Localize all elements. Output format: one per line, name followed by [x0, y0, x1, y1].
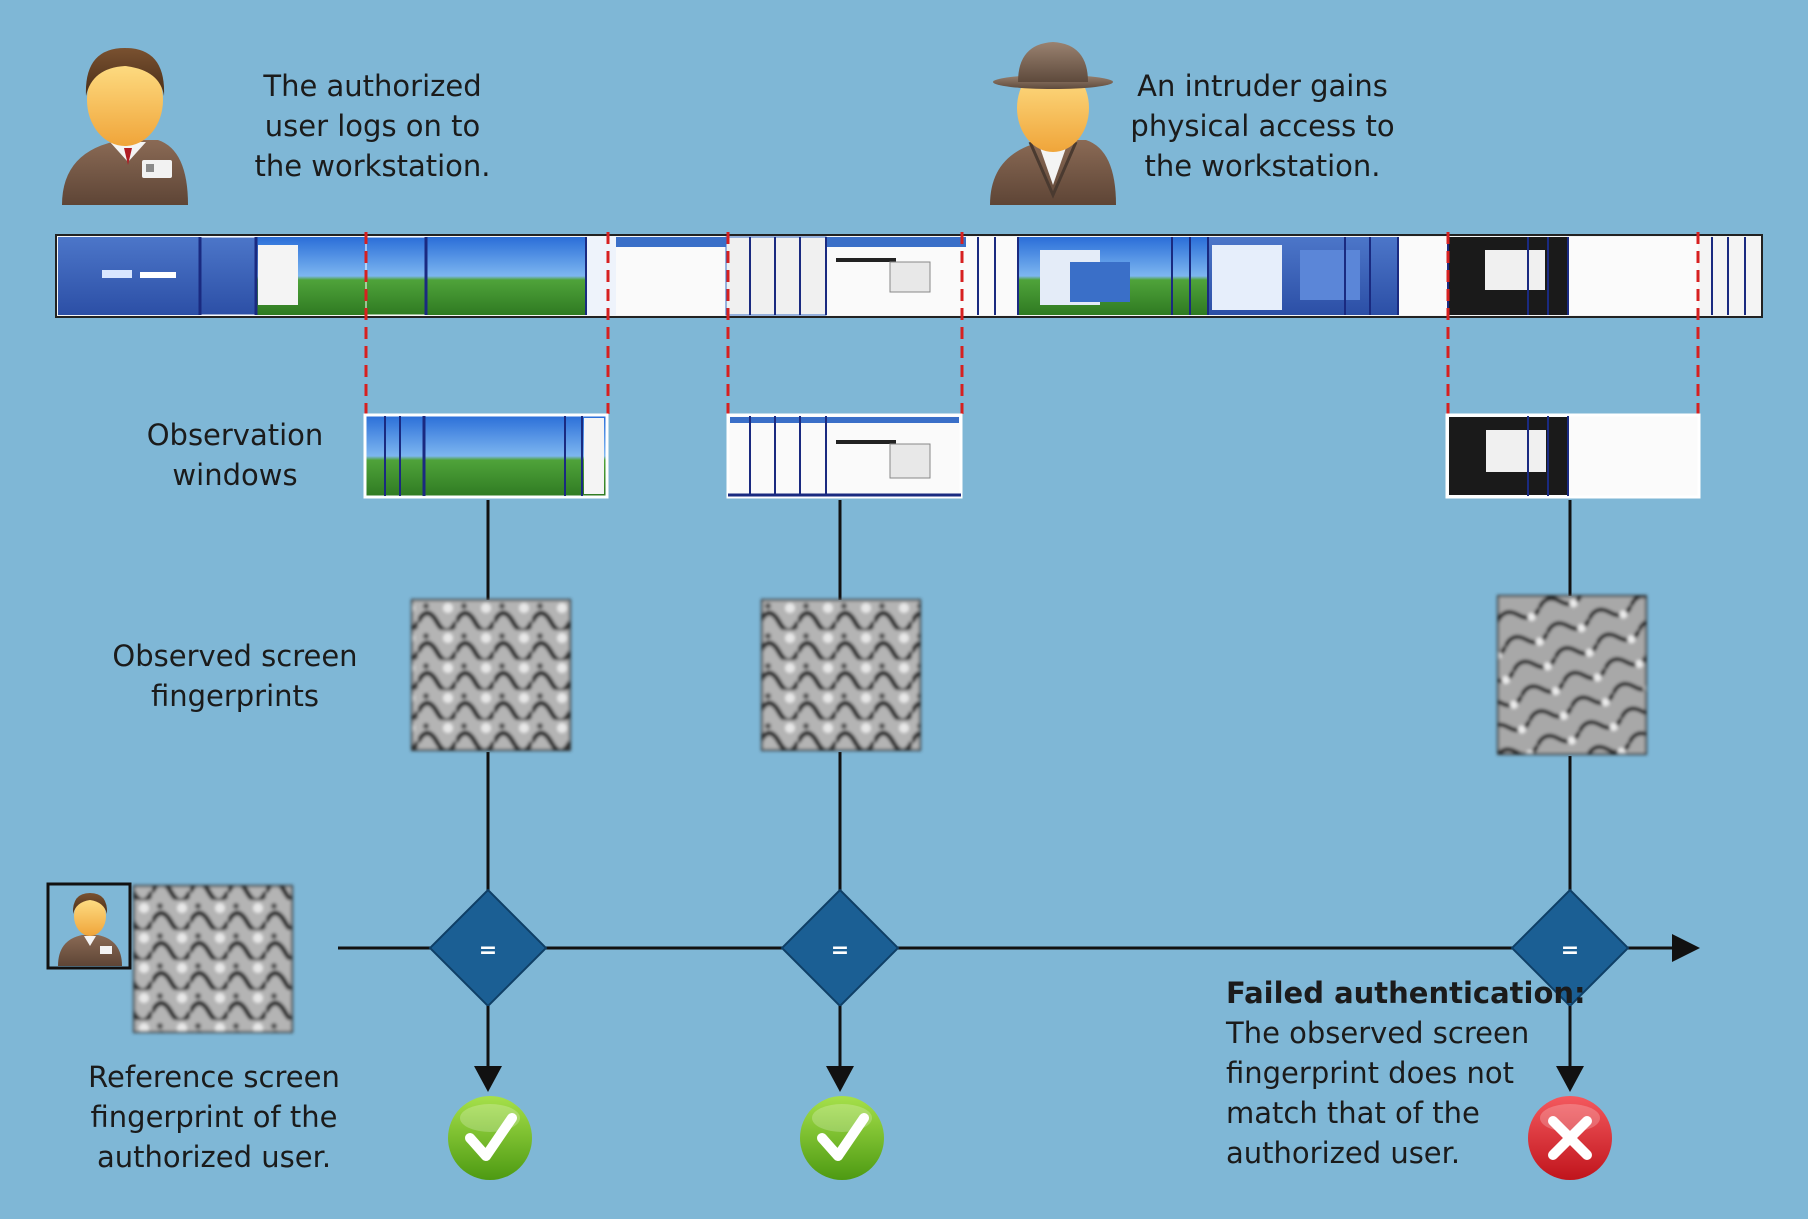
equals-symbol: = — [1561, 938, 1579, 963]
label-line: windows — [172, 458, 298, 492]
label-line: the workstation. — [1144, 149, 1381, 183]
comparison-diamond: = — [1510, 888, 1630, 1008]
observation-window-3 — [1445, 413, 1701, 499]
equals-symbol: = — [831, 938, 849, 963]
comparison-diamond: = — [428, 888, 548, 1008]
result-arrows — [486, 1006, 1572, 1068]
failed-authentication-title: Failed authentication: — [1226, 976, 1586, 1010]
fingerprint-image — [411, 599, 571, 751]
fingerprint-image — [761, 599, 921, 751]
label-line: physical access to — [1130, 109, 1395, 143]
fingerprint-image — [1497, 595, 1647, 755]
reference-user-icon — [46, 882, 132, 970]
label-line: the workstation. — [254, 149, 491, 183]
equals-symbol: = — [479, 938, 497, 963]
label-line: fingerprint of the — [90, 1100, 338, 1134]
label-line: fingerprints — [150, 679, 320, 713]
reference-fingerprint-image — [133, 885, 293, 1033]
label-line: Reference screen — [88, 1060, 340, 1094]
observed-fingerprints-label: Observed screen fingerprints — [100, 636, 370, 716]
authorized-user-icon — [62, 48, 188, 205]
label-line: user logs on to — [264, 109, 481, 143]
green-check-icon — [448, 1096, 532, 1180]
red-x-icon — [1528, 1096, 1612, 1180]
screenshot-timeline — [55, 234, 1763, 318]
authorized-logon-label: The authorized user logs on to the works… — [240, 66, 505, 186]
note-line: The observed screen — [1226, 1016, 1530, 1050]
failed-authentication-note: Failed authentication: The observed scre… — [1226, 973, 1586, 1173]
green-check-icon — [800, 1096, 884, 1180]
observation-brackets — [364, 232, 1700, 414]
label-line: Observed screen — [112, 639, 358, 673]
label-line: The authorized — [263, 69, 482, 103]
note-line: match that of the — [1226, 1096, 1480, 1130]
observation-windows-label: Observation windows — [120, 415, 350, 495]
vertical-connectors — [486, 500, 1572, 892]
label-line: Observation — [146, 418, 324, 452]
observation-window-1 — [363, 413, 609, 499]
observation-window-2 — [726, 413, 963, 499]
result-arrowheads — [474, 1066, 1584, 1092]
intruder-icon — [990, 42, 1116, 205]
flow-arrow — [338, 934, 1700, 962]
reference-fingerprint-label: Reference screen fingerprint of the auth… — [78, 1057, 350, 1177]
intruder-access-label: An intruder gains physical access to the… — [1125, 66, 1400, 186]
label-line: authorized user. — [96, 1140, 332, 1174]
comparison-diamond: = — [780, 888, 900, 1008]
note-line: fingerprint does not — [1226, 1056, 1514, 1090]
note-line: authorized user. — [1226, 1136, 1461, 1170]
label-line: An intruder gains — [1137, 69, 1388, 103]
